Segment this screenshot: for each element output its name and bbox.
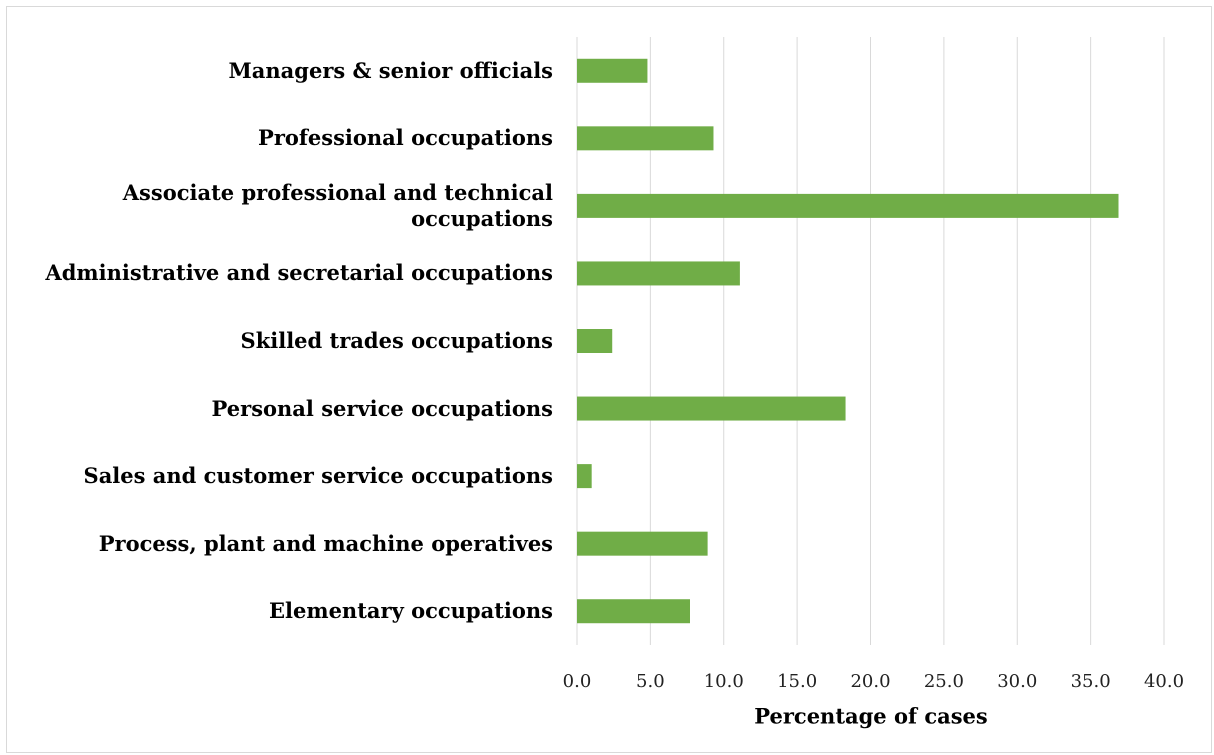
bar	[577, 396, 846, 421]
x-tick-label: 15.0	[777, 671, 817, 692]
bar	[577, 58, 648, 83]
bar	[577, 261, 740, 286]
bar	[577, 329, 613, 353]
bar	[577, 599, 690, 624]
x-axis-title: Percentage of cases	[754, 704, 987, 729]
y-tick-label: Skilled trades occupations	[240, 328, 553, 353]
bar	[577, 531, 708, 556]
chart-frame	[6, 6, 1212, 753]
x-tick-label: 40.0	[1144, 671, 1184, 692]
bar	[577, 464, 592, 489]
y-tick-label: Associate professional and technical occ…	[122, 179, 553, 231]
x-tick-label: 25.0	[924, 671, 964, 692]
x-tick-label: 35.0	[1071, 671, 1111, 692]
y-tick-label: Sales and customer service occupations	[83, 463, 553, 489]
y-tick-label: Process, plant and machine operatives	[98, 530, 553, 556]
x-tick-label: 20.0	[850, 671, 890, 692]
bar	[577, 126, 714, 151]
y-tick-label: Administrative and secretarial occupatio…	[45, 260, 553, 286]
x-tick-label: 0.0	[563, 671, 592, 692]
y-tick-label: Personal service occupations	[211, 395, 553, 421]
bar	[577, 193, 1119, 218]
y-tick-label: Professional occupations	[258, 125, 553, 151]
y-tick-label: Managers & senior officials	[228, 57, 553, 83]
y-tick-label: Elementary occupations	[269, 598, 553, 624]
x-tick-label: 30.0	[997, 671, 1037, 692]
x-tick-label: 10.0	[704, 671, 744, 692]
x-tick-label: 5.0	[636, 671, 665, 692]
